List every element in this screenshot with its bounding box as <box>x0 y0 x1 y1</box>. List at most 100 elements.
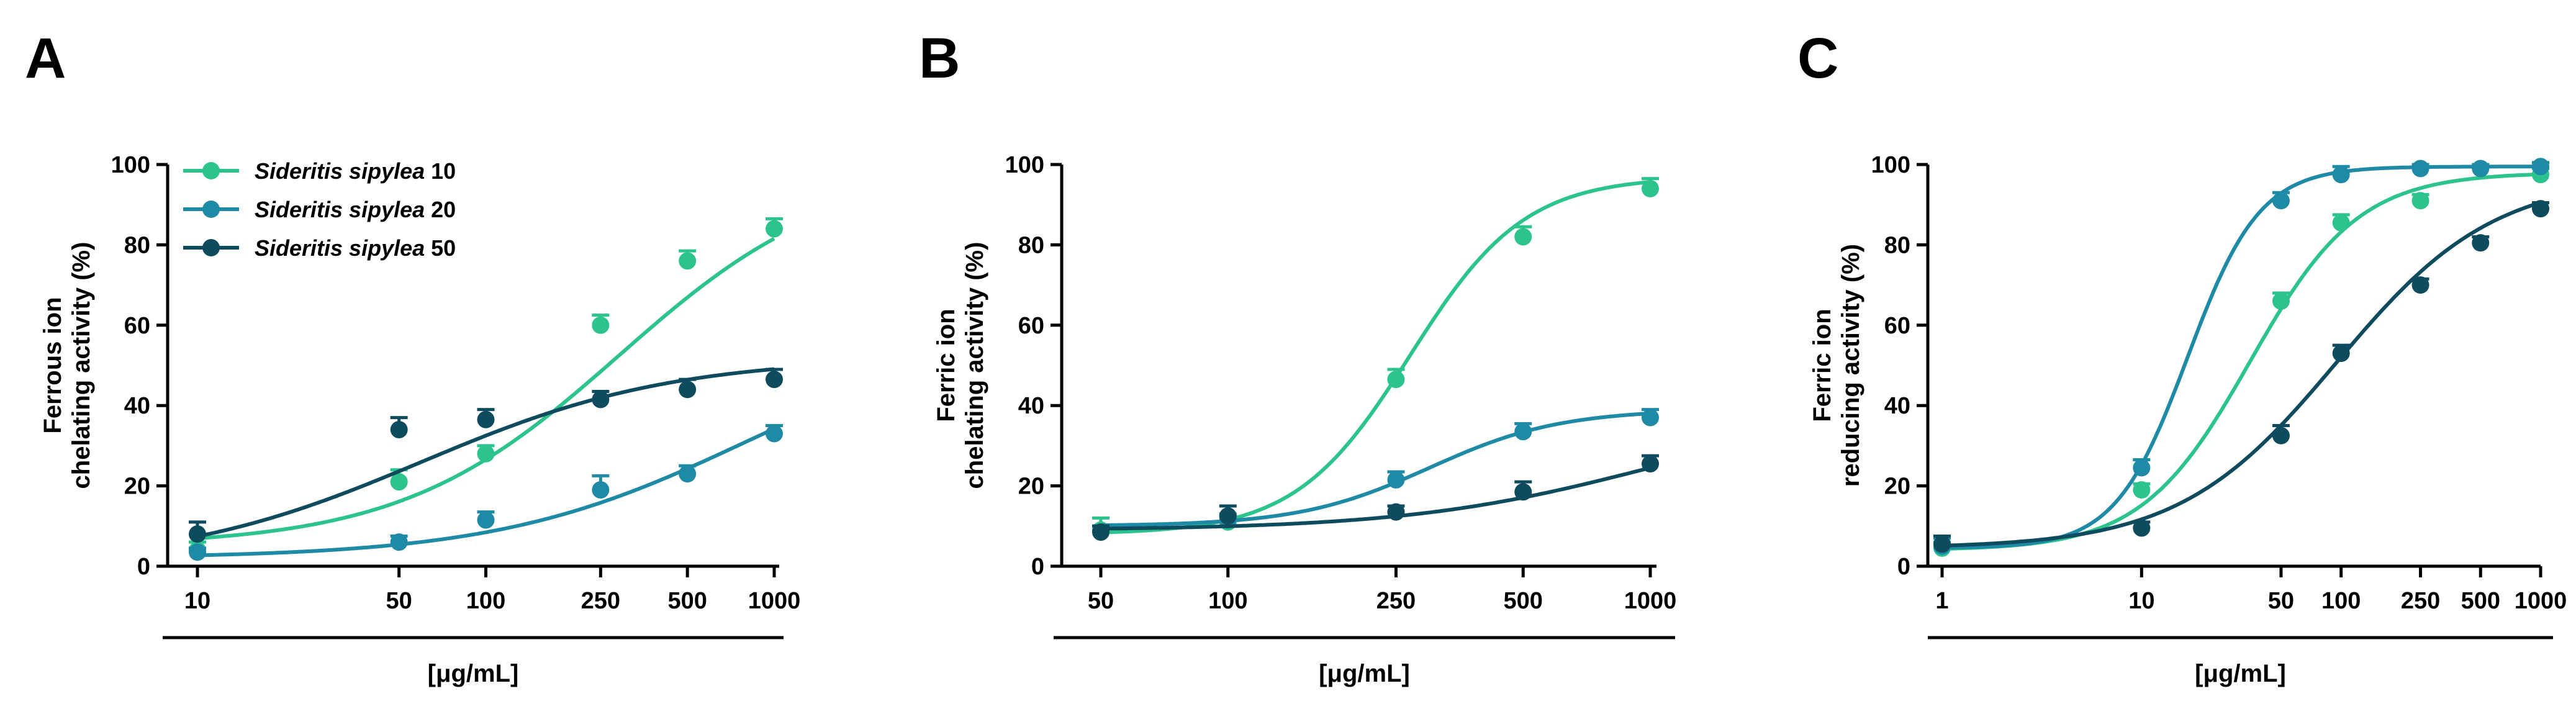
y-tick-label: 60 <box>1884 313 1910 339</box>
x-tick-label: 10 <box>184 588 210 614</box>
data-point <box>1092 523 1109 541</box>
panel-letter-b: B <box>919 27 960 90</box>
x-axis-title: [μg/mL] <box>428 660 519 687</box>
x-tick-label: 250 <box>2401 588 2440 614</box>
y-tick-label: 40 <box>1018 393 1044 419</box>
x-tick-label: 10 <box>2128 588 2154 614</box>
x-tick-label: 50 <box>1088 588 1114 614</box>
legend-species: Sideritis sipylea <box>255 158 425 184</box>
data-point <box>2532 200 2549 218</box>
fit-curve-series-2 <box>1100 411 1651 528</box>
panel-letter-c: C <box>1797 27 1838 90</box>
fit-curve-series-2 <box>1941 165 2541 550</box>
x-tick-label: 100 <box>2321 588 2361 614</box>
y-axis-title-line: Ferric ion <box>1809 309 1836 422</box>
data-point <box>2332 214 2350 232</box>
y-tick-label: 60 <box>124 313 150 339</box>
y-tick-label: 0 <box>1897 554 1910 580</box>
y-tick-label: 40 <box>1884 393 1910 419</box>
x-tick-label: 1000 <box>748 588 801 614</box>
y-axis-title-line: Ferric ion <box>933 309 960 422</box>
x-tick-label: 1000 <box>2515 588 2567 614</box>
data-point <box>2332 166 2350 184</box>
data-point <box>189 525 206 543</box>
y-tick-label: 20 <box>1018 474 1044 500</box>
y-axis-title-line: chelating activity (%) <box>961 242 988 489</box>
fit-curve-series-3 <box>1941 201 2541 548</box>
y-tick-label: 20 <box>1884 474 1910 500</box>
legend-species: Sideritis sipylea <box>255 197 425 222</box>
legend-suffix: 20 <box>425 197 456 222</box>
fit-curve-series-2 <box>197 427 775 558</box>
y-axis-title: Ferrous ionchelating activity (%) <box>39 242 95 489</box>
data-point <box>477 445 495 463</box>
data-point <box>592 391 610 409</box>
chart-panel-c: 0 20 40 60 80 100 1 10 50 100 250 500 1000 [μg/mL] Fer… <box>1809 152 2567 687</box>
data-point <box>2411 276 2429 294</box>
x-tick-label: 1 <box>1935 588 1948 614</box>
data-point <box>2411 192 2429 210</box>
y-tick-label: 80 <box>1018 232 1044 258</box>
data-point <box>477 511 495 529</box>
data-point <box>592 481 610 499</box>
y-tick-label: 100 <box>1005 152 1044 178</box>
y-tick-label: 80 <box>1884 232 1910 258</box>
data-point <box>1514 483 1532 501</box>
y-axis-title-line: chelating activity (%) <box>68 242 95 489</box>
x-tick-label: 50 <box>386 588 412 614</box>
x-tick-label: 50 <box>2268 588 2294 614</box>
legend-marker-2 <box>202 201 220 218</box>
data-point <box>2133 519 2151 537</box>
y-axis-title: Ferric ionchelating activity (%) <box>933 242 988 489</box>
data-point <box>766 425 783 443</box>
y-tick-label: 0 <box>137 554 150 580</box>
y-tick-label: 80 <box>124 232 150 258</box>
data-point <box>2472 160 2490 178</box>
data-point <box>2472 234 2490 252</box>
data-point <box>766 371 783 389</box>
data-point <box>1642 409 1659 427</box>
x-axis-title: [μg/mL] <box>1319 660 1410 687</box>
legend-species: Sideritis sipylea <box>255 235 425 261</box>
x-tick-label: 500 <box>667 588 707 614</box>
x-tick-label: 500 <box>2461 588 2500 614</box>
x-tick-label: 100 <box>1208 588 1247 614</box>
data-point <box>679 465 697 483</box>
fit-curve-series-1 <box>1100 180 1651 535</box>
y-tick-label: 100 <box>111 152 150 178</box>
fit-curve-series-3 <box>1100 466 1651 531</box>
data-point <box>679 252 697 270</box>
legend-marker-3 <box>202 239 220 256</box>
y-tick-label: 100 <box>1871 152 1910 178</box>
y-tick-label: 40 <box>124 393 150 419</box>
data-point <box>2332 345 2350 363</box>
data-point <box>189 543 206 561</box>
data-point <box>1387 503 1405 521</box>
panel-letter-a: A <box>25 27 66 90</box>
x-axis-title: [μg/mL] <box>2195 660 2286 687</box>
x-tick-label: 250 <box>581 588 620 614</box>
y-axis-title: Ferric ionreducing activity (%) <box>1809 244 1864 487</box>
legend-suffix: 10 <box>425 158 456 184</box>
legend-label-2: Sideritis sipylea 20 <box>255 197 456 222</box>
data-point <box>1642 179 1659 197</box>
data-point <box>592 316 610 334</box>
x-tick-label: 1000 <box>1624 588 1677 614</box>
data-point <box>2532 158 2549 176</box>
legend-suffix: 50 <box>425 235 456 261</box>
fit-curve-series-1 <box>1941 172 2541 551</box>
y-axis-title-line: reducing activity (%) <box>1837 244 1864 487</box>
legend-label-3: Sideritis sipylea 50 <box>255 235 456 261</box>
y-tick-label: 0 <box>1031 554 1044 580</box>
data-point <box>390 473 408 491</box>
x-tick-label: 500 <box>1504 588 1543 614</box>
data-point <box>2133 459 2151 477</box>
data-point <box>1933 535 1951 553</box>
data-point <box>390 533 408 551</box>
data-point <box>2272 427 2290 445</box>
data-point <box>1514 423 1532 441</box>
fit-curve-series-3 <box>197 367 775 538</box>
data-point <box>1387 471 1405 489</box>
data-point <box>1387 371 1405 389</box>
